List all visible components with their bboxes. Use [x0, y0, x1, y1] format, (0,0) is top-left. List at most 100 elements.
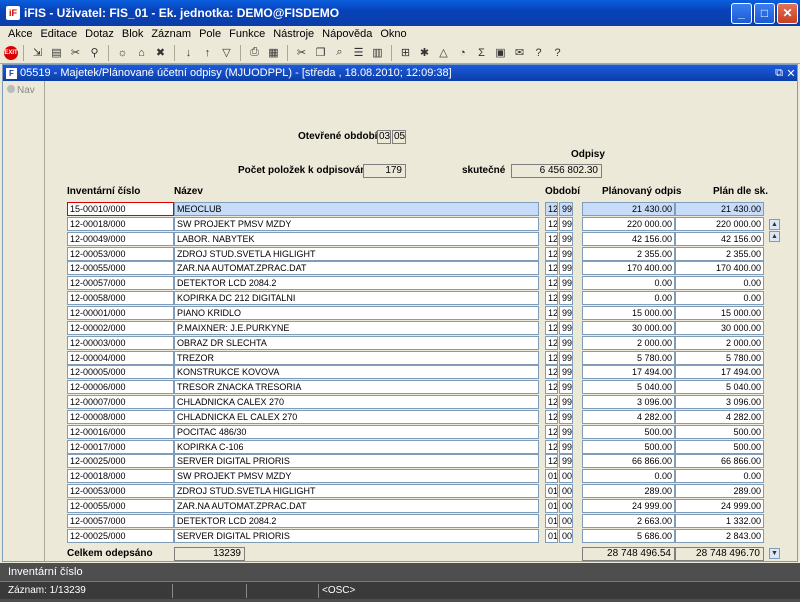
period-year-cell[interactable]: 99: [559, 439, 573, 454]
sort-asc-icon[interactable]: ↓: [185, 46, 192, 59]
planned-depreciation-cell[interactable]: 3 096.00: [582, 395, 675, 410]
inv-number-cell[interactable]: 12-00025/000: [67, 528, 174, 543]
inv-number-cell[interactable]: 12-00004/000: [67, 350, 174, 365]
maximize-button[interactable]: □: [754, 2, 775, 24]
period-year-cell[interactable]: 99: [559, 454, 573, 469]
inv-number-cell[interactable]: 12-00057/000: [67, 513, 174, 528]
table-row[interactable]: 12-00058/000 KOPIRKA DC 212 DIGITALNI 12 99…: [46, 291, 797, 306]
sort-desc-icon[interactable]: ↑: [204, 46, 211, 59]
table-row[interactable]: 12-00002/000 P.MAIXNER: J.E.PURKYNE 12 99 30…: [46, 320, 797, 335]
actual-field[interactable]: 6 456 802.30: [511, 164, 602, 178]
inv-number-cell[interactable]: 12-00018/000: [67, 469, 174, 484]
asset-name-cell[interactable]: SW PROJEKT PMSV MZDY: [174, 469, 539, 484]
clock-icon[interactable]: ◔: [459, 46, 466, 59]
plan-by-group-cell[interactable]: 170 400.00: [675, 261, 764, 276]
table-row[interactable]: 12-00053/000 ZDROJ STUD.SVETLA HIGLIGHT 12…: [46, 246, 797, 261]
planned-depreciation-cell[interactable]: 170 400.00: [582, 261, 675, 276]
excel-icon[interactable]: ▣: [495, 47, 506, 59]
table-row[interactable]: 12-00006/000 TRESOR ZNACKA TRESORIA 12 99 5 …: [46, 380, 797, 395]
plan-by-group-cell[interactable]: 17 494.00: [675, 365, 764, 380]
inv-number-cell[interactable]: 12-00003/000: [67, 335, 174, 350]
period-year-cell[interactable]: 00: [559, 469, 573, 484]
period-year-cell[interactable]: 99: [559, 395, 573, 410]
period-month-cell[interactable]: 01: [545, 499, 558, 513]
asset-name-cell[interactable]: SERVER DIGITAL PRIORIS: [174, 454, 539, 469]
plan-by-group-cell[interactable]: 1 332.00: [675, 513, 764, 528]
plan-by-group-cell[interactable]: 0.00: [675, 276, 764, 291]
inv-number-cell[interactable]: 12-00006/000: [67, 380, 174, 395]
open-period-field-a[interactable]: 03: [377, 130, 391, 144]
planned-depreciation-cell[interactable]: 66 866.00: [582, 454, 675, 469]
plan-by-group-cell[interactable]: 5 780.00: [675, 350, 764, 365]
mail-icon[interactable]: ✉: [514, 47, 525, 59]
table-row[interactable]: 12-00053/000 ZDROJ STUD.SVETLA HIGLIGHT 01…: [46, 484, 797, 499]
period-month-cell[interactable]: 12: [545, 454, 558, 469]
plan-by-group-cell[interactable]: 2 000.00: [675, 335, 764, 350]
planned-depreciation-cell[interactable]: 4 282.00: [582, 409, 675, 424]
save-icon[interactable]: ⇲: [32, 47, 43, 59]
planned-depreciation-cell[interactable]: 500.00: [582, 424, 675, 439]
plan-by-group-cell[interactable]: 24 999.00: [675, 499, 764, 513]
period-month-cell[interactable]: 12: [545, 320, 558, 335]
plan-by-group-cell[interactable]: 66 866.00: [675, 454, 764, 469]
help-icon[interactable]: ?: [554, 46, 561, 59]
table-row[interactable]: 12-00005/000 KONSTRUKCE KOVOVA 12 99 17 494.…: [46, 365, 797, 380]
planned-depreciation-cell[interactable]: 0.00: [582, 469, 675, 484]
period-month-cell[interactable]: 01: [545, 528, 558, 543]
asset-name-cell[interactable]: DETEKTOR LCD 2084.2: [174, 276, 539, 291]
period-year-cell[interactable]: 00: [559, 484, 573, 499]
table-row[interactable]: 12-00007/000 CHLADNICKA CALEX 270 12 99 3 09…: [46, 395, 797, 410]
period-year-cell[interactable]: 00: [559, 528, 573, 543]
total-count-field[interactable]: 13239: [174, 547, 245, 561]
period-year-cell[interactable]: 99: [559, 335, 573, 350]
plan-by-group-cell[interactable]: 289.00: [675, 484, 764, 499]
period-year-cell[interactable]: 99: [559, 350, 573, 365]
plan-by-group-cell[interactable]: 0.00: [675, 469, 764, 484]
period-year-cell[interactable]: 99: [559, 291, 573, 306]
menu-pole[interactable]: Pole: [199, 28, 222, 40]
planned-depreciation-cell[interactable]: 2 000.00: [582, 335, 675, 350]
period-year-cell[interactable]: 99: [559, 380, 573, 395]
printer-icon[interactable]: ⎙: [250, 46, 259, 58]
open-period-field-b[interactable]: 05: [392, 130, 406, 144]
query-icon[interactable]: ⚲: [90, 47, 99, 59]
menu-editace[interactable]: Editace: [40, 28, 78, 40]
plan-by-group-cell[interactable]: 42 156.00: [675, 231, 764, 246]
menu-dotaz[interactable]: Dotaz: [85, 28, 114, 40]
period-month-cell[interactable]: 12: [545, 409, 558, 424]
period-year-cell[interactable]: 99: [559, 424, 573, 439]
asset-name-cell[interactable]: KOPIRKA C-106: [174, 439, 539, 454]
menu-nastroje[interactable]: Nástroje: [273, 28, 315, 40]
period-month-cell[interactable]: 12: [545, 202, 558, 216]
asset-name-cell[interactable]: CHLADNICKA CALEX 270: [174, 395, 539, 410]
planned-depreciation-cell[interactable]: 500.00: [582, 439, 675, 454]
asset-name-cell[interactable]: ZAR.NA AUTOMAT.ZPRAC.DAT: [174, 261, 539, 276]
asset-name-cell[interactable]: POCITAC 486/30: [174, 424, 539, 439]
inv-number-cell[interactable]: 12-00007/000: [67, 395, 174, 410]
planned-depreciation-cell[interactable]: 2 663.00: [582, 513, 675, 528]
planned-depreciation-cell[interactable]: 15 000.00: [582, 305, 675, 320]
nav-panel[interactable]: Nav: [3, 81, 45, 561]
plan-by-group-cell[interactable]: 0.00: [675, 291, 764, 306]
vertical-scrollbar[interactable]: ▲ ▲ ▼: [769, 219, 780, 559]
plan-by-group-cell[interactable]: 2 843.00: [675, 528, 764, 543]
period-month-cell[interactable]: 01: [545, 513, 558, 528]
table-row[interactable]: 12-00003/000 OBRAZ DR SLECHTA 12 99 2 000.00…: [46, 335, 797, 350]
table-row[interactable]: 12-00018/000 SW PROJEKT PMSV MZDY 01 00 0.00…: [46, 469, 797, 484]
period-year-cell[interactable]: 99: [559, 320, 573, 335]
period-month-cell[interactable]: 12: [545, 246, 558, 261]
planned-depreciation-cell[interactable]: 17 494.00: [582, 365, 675, 380]
asset-name-cell[interactable]: DETEKTOR LCD 2084.2: [174, 513, 539, 528]
table-row[interactable]: 12-00001/000 PIANO KRIDLO 12 99 15 000.00 15 …: [46, 305, 797, 320]
table-row[interactable]: 12-00018/000 SW PROJEKT PMSV MZDY 12 99 220 …: [46, 216, 797, 231]
planned-depreciation-cell[interactable]: 30 000.00: [582, 320, 675, 335]
inv-number-cell[interactable]: 12-00053/000: [67, 484, 174, 499]
planned-depreciation-cell[interactable]: 24 999.00: [582, 499, 675, 513]
period-year-cell[interactable]: 99: [559, 202, 573, 216]
asset-name-cell[interactable]: SERVER DIGITAL PRIORIS: [174, 528, 539, 543]
planned-depreciation-cell[interactable]: 2 355.00: [582, 246, 675, 261]
period-month-cell[interactable]: 12: [545, 216, 558, 231]
table-row[interactable]: 12-00008/000 CHLADNICKA EL CALEX 270 12 99 4…: [46, 409, 797, 424]
period-month-cell[interactable]: 12: [545, 261, 558, 276]
period-month-cell[interactable]: 12: [545, 231, 558, 246]
